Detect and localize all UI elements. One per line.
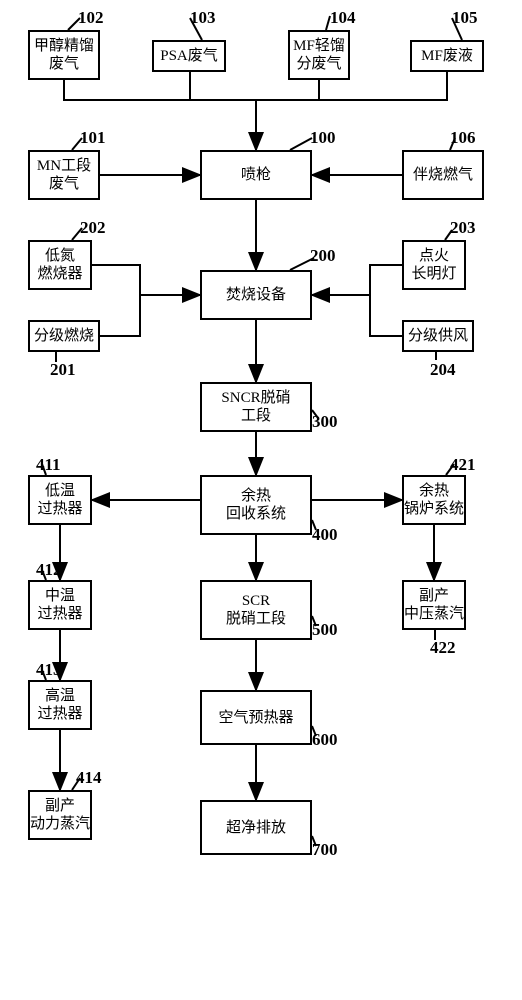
label-500: 500 [312,620,338,640]
node-text: 伴烧燃气 [413,166,473,184]
node-text: 焚烧设备 [226,286,286,304]
node-n105: MF废液 [410,40,484,72]
node-text: 超净排放 [226,819,286,837]
label-421: 421 [450,455,476,475]
node-n413: 高温 过热器 [28,680,92,730]
node-n104: MF轻馏 分废气 [288,30,350,80]
edge [92,265,200,295]
node-text: 分级供风 [408,327,468,345]
node-n421: 余热 锅炉系统 [402,475,466,525]
label-203: 203 [450,218,476,238]
node-n106: 伴烧燃气 [402,150,484,200]
node-n400: 余热 回收系统 [200,475,312,535]
node-text: 副产 动力蒸汽 [30,797,90,833]
label-102: 102 [78,8,104,28]
label-400: 400 [312,525,338,545]
edge [312,265,402,295]
node-text: 中温 过热器 [37,587,82,623]
node-n103: PSA废气 [152,40,226,72]
node-text: 点火 长明灯 [411,247,456,283]
node-n202: 低氮 燃烧器 [28,240,92,290]
node-text: 空气预热器 [218,709,293,727]
label-202: 202 [80,218,106,238]
node-text: 甲醇精馏 废气 [34,37,94,73]
label-101: 101 [80,128,106,148]
node-text: 分级燃烧 [34,327,94,345]
node-text: SCR 脱硝工段 [226,592,286,628]
node-n422: 副产 中压蒸汽 [402,580,466,630]
label-413: 413 [36,660,62,680]
node-text: 高温 过热器 [37,687,82,723]
node-text: 喷枪 [241,166,271,184]
node-text: 低氮 燃烧器 [37,247,82,283]
label-103: 103 [190,8,216,28]
label-201: 201 [50,360,76,380]
node-n102: 甲醇精馏 废气 [28,30,100,80]
label-600: 600 [312,730,338,750]
edge [256,72,447,150]
node-text: 低温 过热器 [37,482,82,518]
node-text: MF轻馏 分废气 [293,37,345,73]
node-n700: 超净排放 [200,800,312,855]
label-700: 700 [312,840,338,860]
node-n411: 低温 过热器 [28,475,92,525]
edge [64,80,256,100]
node-text: 副产 中压蒸汽 [404,587,464,623]
node-text: MF废液 [421,47,473,65]
node-n600: 空气预热器 [200,690,312,745]
node-n500: SCR 脱硝工段 [200,580,312,640]
node-n200: 焚烧设备 [200,270,312,320]
node-text: 余热 锅炉系统 [404,482,464,518]
node-text: 余热 回收系统 [226,487,286,523]
node-n201: 分级燃烧 [28,320,100,352]
node-n203: 点火 长明灯 [402,240,466,290]
edge [100,295,140,336]
label-411: 411 [36,455,61,475]
label-414: 414 [76,768,102,788]
edge [370,295,402,336]
label-104: 104 [330,8,356,28]
node-n204: 分级供风 [402,320,474,352]
node-text: PSA废气 [160,47,218,65]
label-422: 422 [430,638,456,658]
node-n414: 副产 动力蒸汽 [28,790,92,840]
node-n101: MN工段 废气 [28,150,100,200]
label-106: 106 [450,128,476,148]
node-n300: SNCR脱硝 工段 [200,382,312,432]
node-text: SNCR脱硝 工段 [221,389,290,425]
label-105: 105 [452,8,478,28]
label-200: 200 [310,246,336,266]
node-text: MN工段 废气 [37,157,91,193]
node-n100: 喷枪 [200,150,312,200]
label-leader [290,138,312,150]
label-204: 204 [430,360,456,380]
label-412: 412 [36,560,62,580]
label-300: 300 [312,412,338,432]
label-100: 100 [310,128,336,148]
node-n412: 中温 过热器 [28,580,92,630]
